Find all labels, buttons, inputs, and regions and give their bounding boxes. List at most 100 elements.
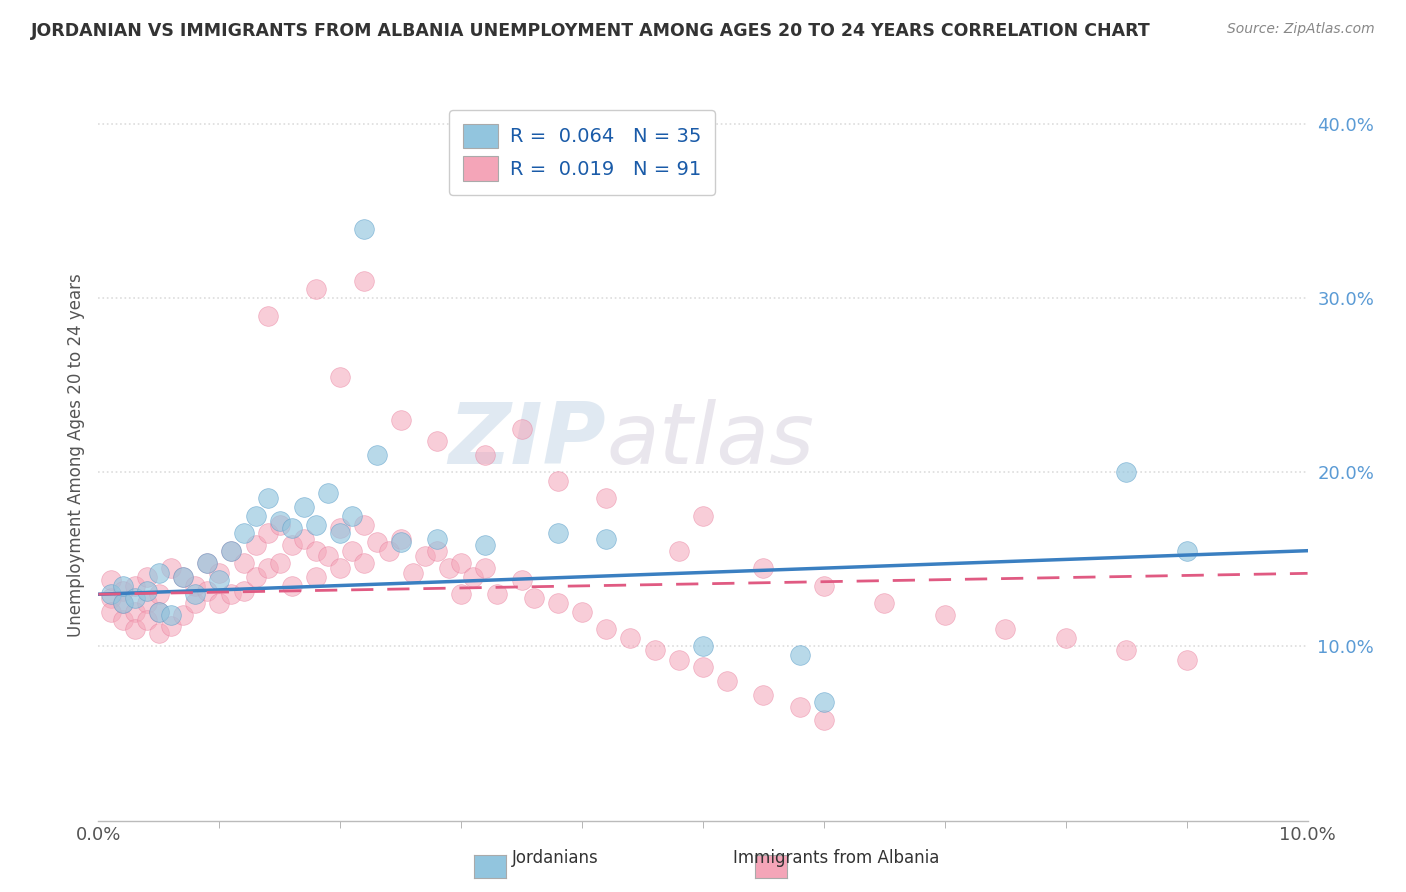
Point (172, 608, 194, 623)
Point (172, 570, 194, 584)
Point (474, 448, 496, 462)
Point (305, 543, 328, 558)
Point (281, 578, 304, 592)
Point (148, 625, 170, 640)
Text: ZIP: ZIP (449, 399, 606, 482)
Point (450, 556, 472, 570)
Point (571, 605, 593, 619)
Point (281, 539, 304, 553)
Point (873, 596, 896, 610)
Point (195, 583, 218, 598)
Point (595, 491, 617, 506)
Point (813, 713, 835, 727)
Point (547, 596, 569, 610)
Point (789, 700, 811, 714)
Point (329, 369, 352, 384)
Point (232, 526, 254, 541)
Point (813, 695, 835, 709)
Point (221, 543, 243, 558)
Point (692, 508, 714, 523)
Point (269, 556, 291, 570)
Point (389, 413, 412, 427)
Point (160, 618, 183, 632)
Point (353, 221, 375, 235)
Legend: R =  0.064   N = 35, R =  0.019   N = 91: R = 0.064 N = 35, R = 0.019 N = 91 (450, 110, 714, 194)
Point (124, 622, 146, 636)
Point (124, 578, 146, 592)
Point (1175, 653, 1198, 667)
Point (934, 608, 956, 623)
Text: atlas: atlas (606, 399, 814, 482)
Point (245, 508, 267, 523)
Point (353, 556, 375, 570)
Point (195, 556, 218, 570)
Point (305, 517, 328, 532)
Point (111, 578, 134, 592)
Point (426, 543, 449, 558)
Point (111, 613, 134, 627)
Point (619, 631, 641, 645)
Point (148, 605, 170, 619)
Point (135, 570, 157, 584)
Point (474, 561, 496, 575)
Point (692, 640, 714, 654)
Point (269, 517, 291, 532)
Point (329, 521, 352, 535)
Text: JORDANIAN VS IMMIGRANTS FROM ALBANIA UNEMPLOYMENT AMONG AGES 20 TO 24 YEARS CORR: JORDANIAN VS IMMIGRANTS FROM ALBANIA UNE… (31, 22, 1150, 40)
Point (256, 309, 278, 323)
Point (342, 508, 364, 523)
Point (329, 561, 352, 575)
Point (474, 539, 496, 553)
Point (377, 543, 399, 558)
Point (668, 653, 690, 667)
Point (305, 283, 328, 297)
Text: Immigrants from Albania: Immigrants from Albania (734, 849, 939, 867)
Point (413, 549, 436, 563)
Point (389, 535, 412, 549)
Point (342, 543, 364, 558)
Point (752, 688, 775, 702)
Point (256, 526, 278, 541)
Point (184, 578, 207, 592)
Point (402, 566, 425, 581)
Point (184, 596, 207, 610)
Point (668, 543, 690, 558)
Point (547, 474, 569, 488)
Point (366, 535, 388, 549)
Point (595, 622, 617, 636)
Point (124, 591, 146, 605)
Point (135, 583, 157, 598)
Point (160, 608, 183, 623)
Point (813, 578, 835, 592)
Point (595, 532, 617, 546)
Point (1115, 643, 1137, 657)
Point (426, 434, 449, 448)
Point (510, 422, 533, 436)
Point (135, 596, 157, 610)
Point (510, 574, 533, 588)
Point (148, 566, 170, 581)
Point (195, 556, 218, 570)
Point (523, 591, 546, 605)
Point (100, 591, 122, 605)
Point (269, 514, 291, 528)
Point (292, 500, 315, 515)
Point (1054, 631, 1077, 645)
Point (111, 596, 134, 610)
Point (1175, 543, 1198, 558)
Point (353, 517, 375, 532)
Point (208, 596, 231, 610)
Point (148, 605, 170, 619)
Point (124, 605, 146, 619)
Text: Jordanians: Jordanians (512, 849, 599, 867)
Point (450, 587, 472, 601)
Point (221, 543, 243, 558)
Text: Source: ZipAtlas.com: Source: ZipAtlas.com (1227, 22, 1375, 37)
Point (160, 561, 183, 575)
Point (547, 526, 569, 541)
Point (692, 660, 714, 674)
Point (316, 486, 339, 500)
Point (1115, 466, 1137, 480)
Point (172, 570, 194, 584)
Point (305, 570, 328, 584)
